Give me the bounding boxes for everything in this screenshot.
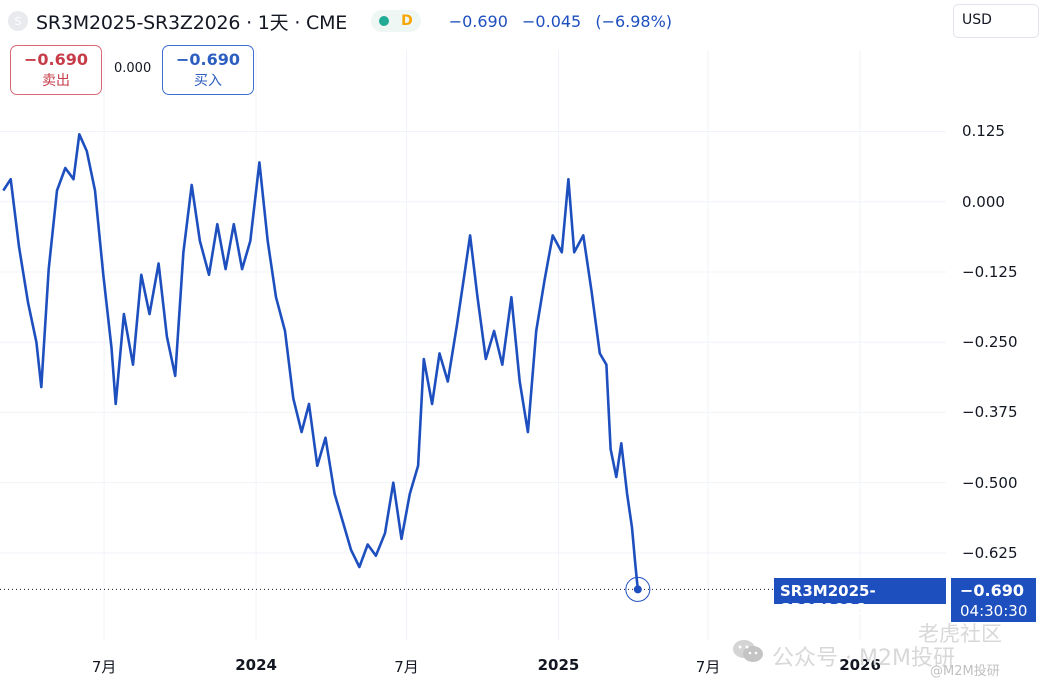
y-tick-label: −0.500 — [962, 473, 1018, 492]
last-price: −0.690 — [448, 11, 508, 31]
sell-price: −0.690 — [23, 50, 88, 69]
sell-button[interactable]: −0.690 卖出 — [10, 45, 102, 95]
y-tick-label: 0.125 — [962, 122, 1005, 141]
y-tick-label: −0.625 — [962, 543, 1018, 562]
series-name-label: SR3M2025-SR3Z2026 — [774, 578, 946, 618]
quote-values: −0.690 −0.045 (−6.98%) — [449, 12, 681, 31]
watermark-badge: 老虎社区 — [918, 622, 1002, 646]
last-price-value: −0.690 — [960, 581, 1025, 600]
currency-button[interactable]: USD — [953, 4, 1039, 38]
last-point-marker — [633, 585, 642, 594]
y-tick-label: 0.000 — [962, 192, 1005, 211]
watermark-text: 公众号 · M2M投研 — [772, 646, 955, 671]
price-change: −0.045 — [522, 11, 582, 31]
symbol-logo-icon: S — [8, 11, 28, 31]
spread-value: 0.000 — [114, 61, 152, 76]
x-tick-label: 2026 — [839, 656, 881, 674]
y-tick-label: −0.375 — [962, 403, 1018, 422]
y-tick-label: −0.125 — [962, 262, 1018, 281]
x-tick-label: 7月 — [394, 658, 419, 676]
market-open-dot-icon — [379, 16, 390, 26]
chart-grid — [0, 50, 946, 640]
last-point-ring — [625, 576, 651, 602]
x-tick-label: 2025 — [537, 656, 580, 674]
data-delay-badge: D — [401, 13, 413, 29]
buy-price: −0.690 — [175, 50, 240, 69]
series-line — [2, 133, 640, 590]
symbol-title[interactable]: SR3M2025-SR3Z2026 · 1天 · CME — [36, 11, 348, 34]
y-tick-label: −0.250 — [962, 333, 1018, 352]
chart-header: S SR3M2025-SR3Z2026 · 1天 · CME D −0.690 … — [8, 6, 681, 36]
buy-button[interactable]: −0.690 买入 — [162, 45, 254, 95]
watermark-badge-sub: @M2M投研 — [930, 664, 1000, 679]
price-change-percent: (−6.98%) — [595, 11, 673, 31]
x-tick-label: 2024 — [235, 656, 277, 674]
x-tick-label: 7月 — [695, 658, 721, 676]
sell-label: 卖出 — [42, 73, 70, 89]
x-tick-label: 7月 — [91, 658, 117, 676]
market-status-pill[interactable]: D — [371, 10, 421, 32]
bar-countdown: 04:30:30 — [960, 602, 1028, 620]
buy-label: 买入 — [194, 73, 222, 89]
wechat-icon — [733, 640, 763, 662]
last-price-label: −0.690 04:30:30 — [951, 578, 1036, 622]
